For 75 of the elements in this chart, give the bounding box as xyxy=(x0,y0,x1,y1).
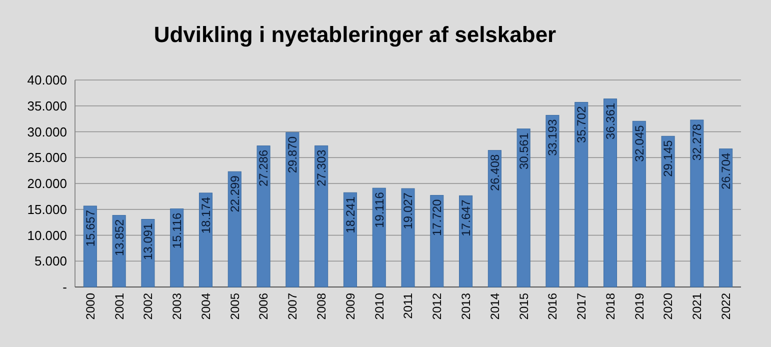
data-label: 18.241 xyxy=(343,196,358,234)
data-label: 17.720 xyxy=(430,198,444,236)
x-tick-label: 2009 xyxy=(343,292,358,320)
bar xyxy=(690,120,704,288)
bar xyxy=(459,195,473,288)
data-label: 26.704 xyxy=(719,152,734,190)
data-label: 15.657 xyxy=(83,210,98,247)
y-tick-label: 30.000 xyxy=(27,124,67,140)
x-tick-label: 2014 xyxy=(488,292,502,320)
y-tick-label: 25.000 xyxy=(27,150,67,166)
data-label: 26.408 xyxy=(488,154,502,192)
y-tick-label: 10.000 xyxy=(27,228,67,243)
data-label: 13.091 xyxy=(141,222,156,260)
x-tick-label: 2006 xyxy=(256,292,271,320)
x-tick-label: 2022 xyxy=(719,292,734,320)
data-label: 13.852 xyxy=(112,218,126,256)
y-tick-label: 20.000 xyxy=(27,176,67,192)
y-tick-label: 15.000 xyxy=(27,202,67,217)
bar xyxy=(343,192,357,288)
x-tick-label: 2000 xyxy=(83,292,98,320)
data-label: 30.561 xyxy=(516,132,531,170)
data-label: 17.647 xyxy=(458,199,473,236)
x-tick-label: 2020 xyxy=(661,292,676,320)
data-label: 35.702 xyxy=(574,106,589,143)
bar xyxy=(604,98,618,288)
bar xyxy=(198,192,212,288)
data-label: 29.870 xyxy=(286,136,300,174)
data-label: 18.174 xyxy=(198,196,213,234)
bar xyxy=(488,150,502,288)
bar xyxy=(546,114,560,288)
data-label: 33.193 xyxy=(546,118,560,156)
y-tick-label: - xyxy=(62,280,67,295)
data-label: 36.361 xyxy=(603,102,618,140)
x-tick-label: 2004 xyxy=(198,292,213,320)
x-tick-label: 2002 xyxy=(141,292,156,320)
x-tick-label: 2010 xyxy=(372,292,386,320)
bar xyxy=(372,188,386,288)
y-tick-label: 40.000 xyxy=(27,72,67,88)
x-tick-label: 2008 xyxy=(314,292,329,320)
bar xyxy=(719,148,733,288)
chart-title: Udvikling i nyetableringer af selskaber xyxy=(154,22,557,47)
x-tick-label: 2018 xyxy=(603,292,618,320)
x-tick-label: 2021 xyxy=(690,292,704,320)
y-tick-label: 5.000 xyxy=(34,254,67,269)
x-tick-label: 2007 xyxy=(286,292,300,320)
x-tick-label: 2001 xyxy=(112,292,126,320)
bar xyxy=(228,171,242,288)
data-label: 32.045 xyxy=(632,124,646,162)
data-label: 22.299 xyxy=(228,175,242,212)
bar xyxy=(430,195,444,288)
data-label: 19.116 xyxy=(372,192,386,228)
x-tick-label: 2017 xyxy=(574,292,589,320)
x-tick-label: 2003 xyxy=(170,292,184,320)
data-label: 19.027 xyxy=(401,192,416,230)
x-tick-label: 2011 xyxy=(401,292,416,319)
x-tick-label: 2016 xyxy=(546,292,560,320)
data-label: 29.145 xyxy=(661,140,676,177)
x-tick-label: 2015 xyxy=(516,292,531,320)
y-tick-label: 35.000 xyxy=(27,98,67,114)
bar xyxy=(516,128,530,288)
x-tick-label: 2019 xyxy=(632,292,646,320)
bar xyxy=(661,136,675,288)
x-tick-label: 2012 xyxy=(430,292,444,320)
bar xyxy=(401,188,415,288)
bar xyxy=(632,120,646,288)
data-label: 27.286 xyxy=(256,149,271,186)
data-label: 15.116 xyxy=(170,212,184,249)
x-tick-label: 2005 xyxy=(228,292,242,320)
bar xyxy=(574,102,588,288)
bar xyxy=(286,132,300,288)
data-label: 32.278 xyxy=(690,124,704,161)
bar xyxy=(314,145,328,288)
x-tick-label: 2013 xyxy=(458,292,473,320)
data-label: 27.303 xyxy=(314,149,329,186)
bar xyxy=(256,146,270,288)
